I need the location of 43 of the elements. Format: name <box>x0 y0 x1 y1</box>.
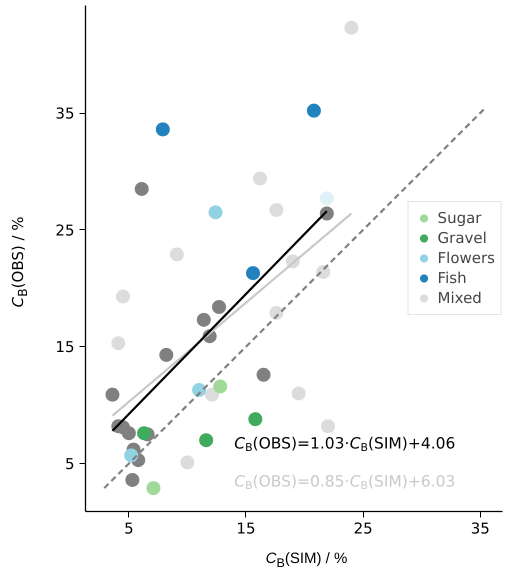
point <box>213 379 228 394</box>
legend-label: Gravel <box>438 229 487 247</box>
point <box>205 388 220 402</box>
point <box>116 289 130 304</box>
x-tick-label: 25 <box>354 520 373 538</box>
legend-label: Sugar <box>438 209 482 227</box>
point <box>111 336 126 350</box>
point <box>137 426 152 440</box>
point <box>146 481 160 496</box>
y-tick-label: 25 <box>55 221 75 240</box>
point <box>246 266 260 280</box>
point <box>320 419 335 434</box>
point <box>253 171 268 186</box>
x-tick-label: 15 <box>236 520 256 538</box>
y-tick-label: 35 <box>55 104 75 123</box>
x-axis-title: C$_{B}$(SIM) / % <box>264 549 348 572</box>
point <box>248 412 262 426</box>
x-tick-label: 5 <box>124 520 134 538</box>
point <box>105 388 120 402</box>
point <box>134 182 149 196</box>
point <box>320 191 334 206</box>
legend-label: Fish <box>438 269 467 287</box>
point <box>159 348 174 362</box>
legend-label: Mixed <box>438 289 482 307</box>
point <box>124 448 138 462</box>
point <box>125 472 140 487</box>
point <box>344 20 358 35</box>
point <box>306 104 321 118</box>
point <box>199 433 214 448</box>
x-tick-label: 35 <box>470 520 490 538</box>
point <box>170 247 184 262</box>
point <box>212 300 226 314</box>
point <box>256 368 271 382</box>
y-tick-label: 5 <box>64 455 75 474</box>
legend-label: Flowers <box>438 249 495 267</box>
point <box>122 426 136 440</box>
y-tick-label: 15 <box>55 338 75 356</box>
point <box>269 203 284 217</box>
point <box>208 205 223 220</box>
point <box>180 455 194 470</box>
point <box>156 122 170 136</box>
point <box>196 312 211 327</box>
point <box>292 386 306 400</box>
